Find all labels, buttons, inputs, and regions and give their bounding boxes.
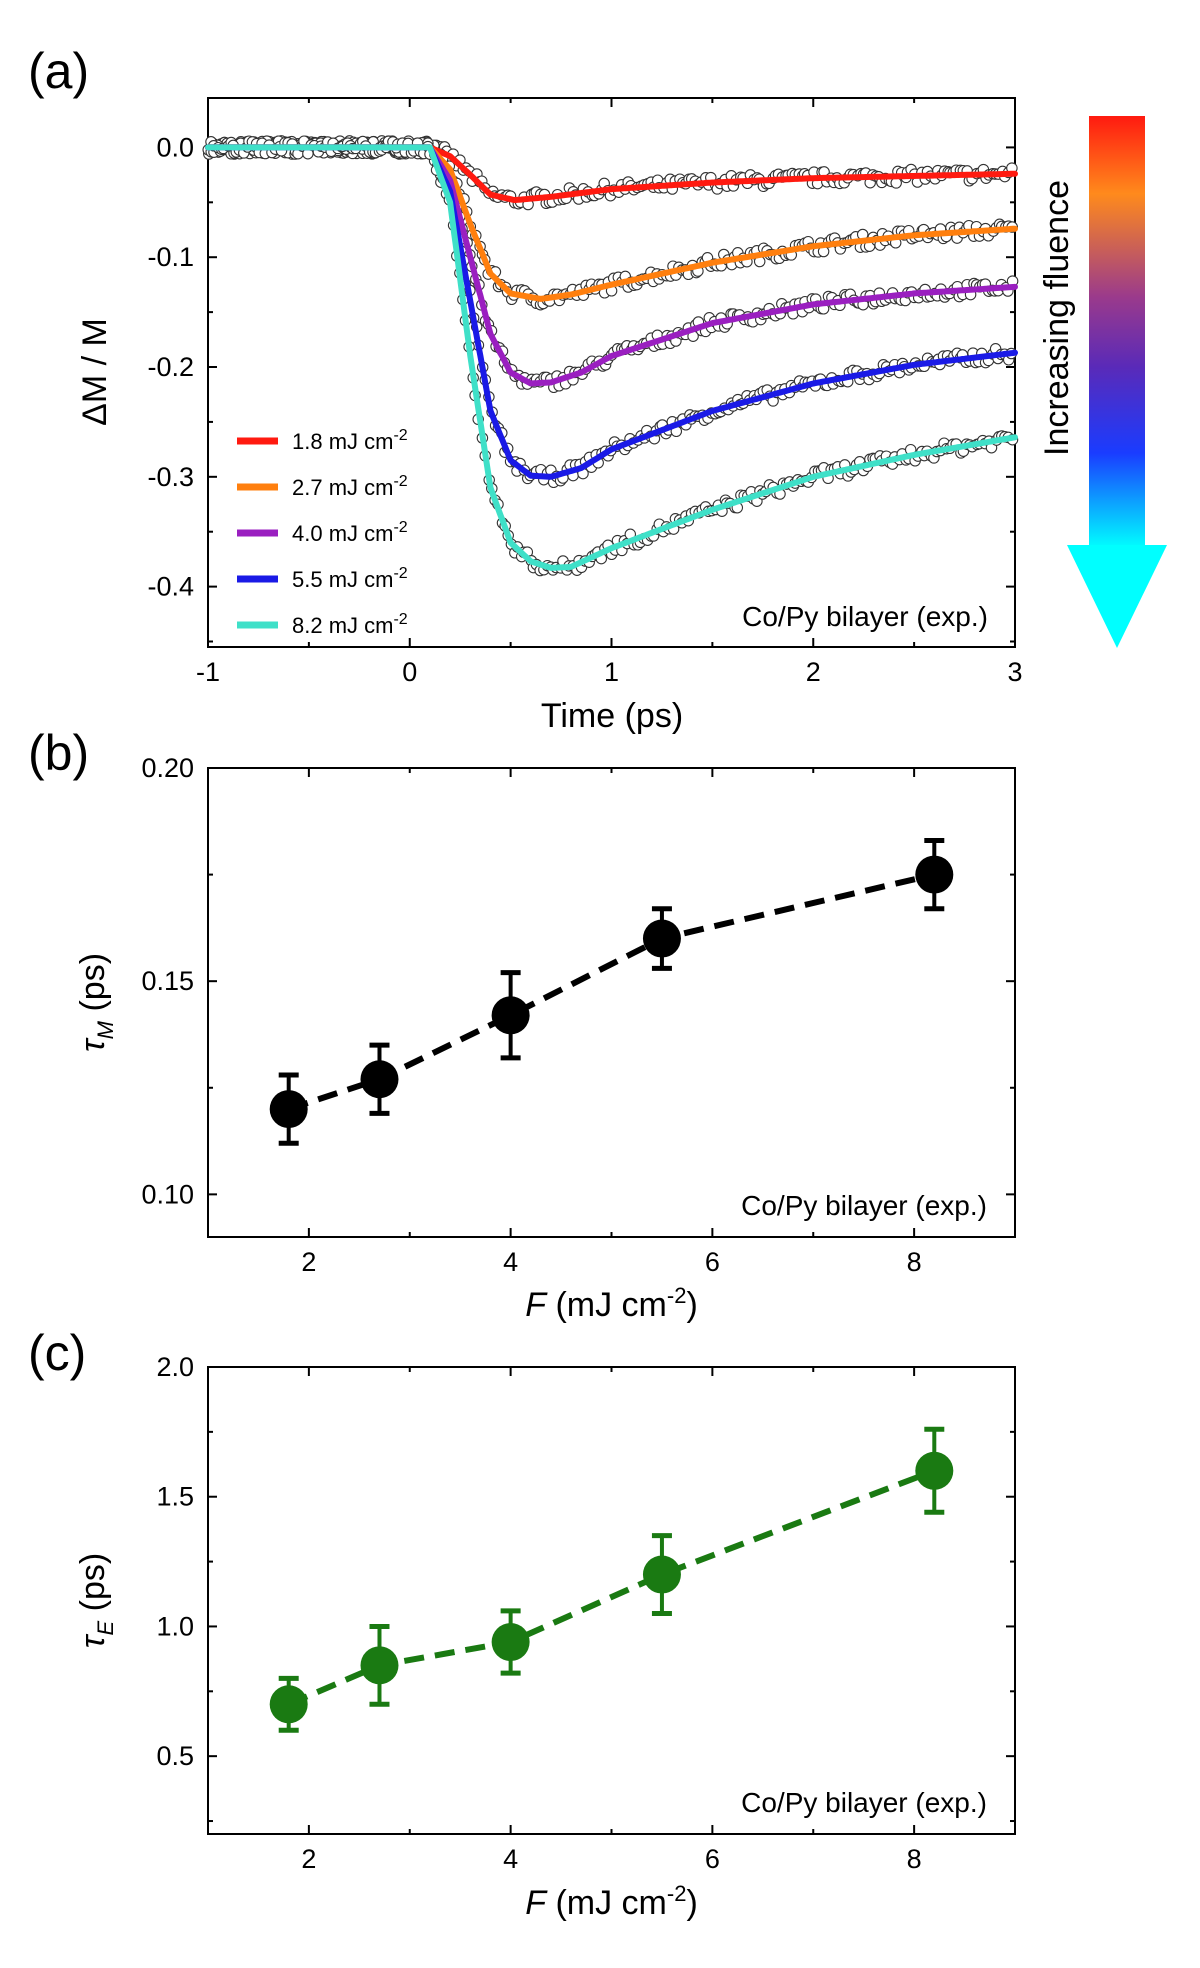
panel-b-plot-frame <box>207 767 1016 1238</box>
fluence-arrow-head <box>1067 545 1167 648</box>
panel-b-x-tick-label: 8 <box>907 1247 922 1277</box>
panel-b-label: (b) <box>28 725 89 781</box>
panel-b-marker <box>642 919 681 958</box>
panel-b-group: (b) <box>28 725 89 781</box>
panel-b: 2 4 6 8 0.10 0.15 0.20 Co/Py bilayer (exp.) F (m… <box>74 753 1016 1324</box>
panel-c-data-point-2 <box>360 1623 399 1707</box>
panel-a-y-tick-label: -0.2 <box>147 352 194 382</box>
panel-c-data-point-5 <box>915 1426 954 1515</box>
panel-b-data-point-3 <box>491 970 530 1061</box>
panel-c-x-axis-label: F (mJ cm-2) <box>525 1881 698 1922</box>
panel-b-marker <box>491 996 530 1035</box>
legend-label-2: 2.7 mJ cm-2 <box>292 473 408 500</box>
panel-b-marker <box>360 1060 399 1099</box>
panel-c-marker <box>915 1451 954 1490</box>
panel-c-group: (c) <box>28 1325 86 1381</box>
panel-a-y-axis-label: ΔM / M <box>76 318 114 426</box>
panel-b-x-tick-label: 6 <box>705 1247 720 1277</box>
panel-a-x-tick-label: 1 <box>604 657 619 687</box>
panel-a-y-tick-label: -0.4 <box>147 572 194 602</box>
panel-b-data-point-1 <box>269 1072 308 1146</box>
panel-a-fit-line-5 <box>205 144 1018 571</box>
panel-a-y-tick-label: 0.0 <box>156 132 194 162</box>
legend-label-5: 8.2 mJ cm-2 <box>292 611 408 638</box>
panel-c-annotation: Co/Py bilayer (exp.) <box>741 1787 987 1818</box>
panel-c-marker <box>491 1623 530 1662</box>
panel-a-x-tick-label: 0 <box>402 657 417 687</box>
panel-b-data-point-4 <box>642 906 681 971</box>
panel-c-marker <box>642 1555 681 1594</box>
panel-c-y-tick-label: 2.0 <box>156 1352 194 1382</box>
fluence-arrow: Increasing fluence <box>1038 116 1167 648</box>
panel-c-x-tick-label: 6 <box>705 1844 720 1874</box>
panel-a-x-tick-label: -1 <box>196 657 220 687</box>
panel-b-x-tick-label: 2 <box>301 1247 316 1277</box>
panel-a-group: (a) <box>28 43 89 99</box>
panel-a-legend: 1.8 mJ cm-2 2.7 mJ cm-2 4.0 mJ cm-2 5.5 mJ … <box>237 427 408 638</box>
panel-b-y-tick-label: 0.15 <box>141 966 194 996</box>
legend-label-1: 1.8 mJ cm-2 <box>292 427 408 454</box>
panel-b-annotation: Co/Py bilayer (exp.) <box>741 1190 987 1221</box>
panel-b-y-axis-label: τM (ps) <box>74 953 118 1052</box>
panel-c-y-tick-label: 0.5 <box>156 1741 194 1771</box>
panel-a-x-tick-label: 2 <box>806 657 821 687</box>
panel-c-data-point-1 <box>269 1675 308 1733</box>
panel-a-x-tick-label: 3 <box>1007 657 1022 687</box>
panel-b-x-tick-label: 4 <box>503 1247 518 1277</box>
legend-label-4: 5.5 mJ cm-2 <box>292 565 408 592</box>
panel-c-data-point-4 <box>642 1533 681 1616</box>
panel-c-y-tick-label: 1.0 <box>156 1611 194 1641</box>
panel-b-y-tick-label: 0.20 <box>141 753 194 783</box>
fluence-arrow-shaft <box>1089 116 1145 548</box>
panel-c-x-tick-label: 2 <box>301 1844 316 1874</box>
panel-a: -1 0 1 2 3 0.0 -0.1 -0.2 -0.3 -0.4 1.8 mJ cm-2 2.7 … <box>76 97 1023 735</box>
panel-b-y-tick-label: 0.10 <box>141 1179 194 1209</box>
panel-a-label: (a) <box>28 43 89 99</box>
panel-c-plot-frame <box>207 1366 1016 1835</box>
panel-a-y-tick-label: -0.1 <box>147 242 194 272</box>
panel-b-data-point-2 <box>360 1042 399 1116</box>
panel-a-annotation: Co/Py bilayer (exp.) <box>742 601 988 632</box>
legend-label-3: 4.0 mJ cm-2 <box>292 519 408 546</box>
panel-c-x-tick-label: 4 <box>503 1844 518 1874</box>
fluence-label: Increasing fluence <box>1038 180 1076 456</box>
panel-b-marker <box>915 855 954 894</box>
panel-a-y-tick-label: -0.3 <box>147 462 194 492</box>
panel-b-data-point-5 <box>915 837 954 912</box>
panel-b-marker <box>269 1090 308 1129</box>
panel-a-x-axis-label: Time (ps) <box>541 697 683 735</box>
panel-c: 2 4 6 8 0.5 1.0 1.5 2.0 Co/Py bilayer (exp.) F (m… <box>74 1352 1016 1922</box>
panel-b-x-axis-label: F (mJ cm-2) <box>525 1283 698 1324</box>
panel-c-label: (c) <box>28 1325 86 1381</box>
panel-c-y-axis-label: τE (ps) <box>74 1553 118 1648</box>
panel-c-marker <box>269 1685 308 1724</box>
panel-c-marker <box>360 1646 399 1685</box>
panel-c-y-tick-label: 1.5 <box>156 1482 194 1512</box>
panel-c-x-tick-label: 8 <box>907 1844 922 1874</box>
panel-b-dashed-line <box>287 871 935 1112</box>
panel-c-data-point-3 <box>491 1608 530 1676</box>
